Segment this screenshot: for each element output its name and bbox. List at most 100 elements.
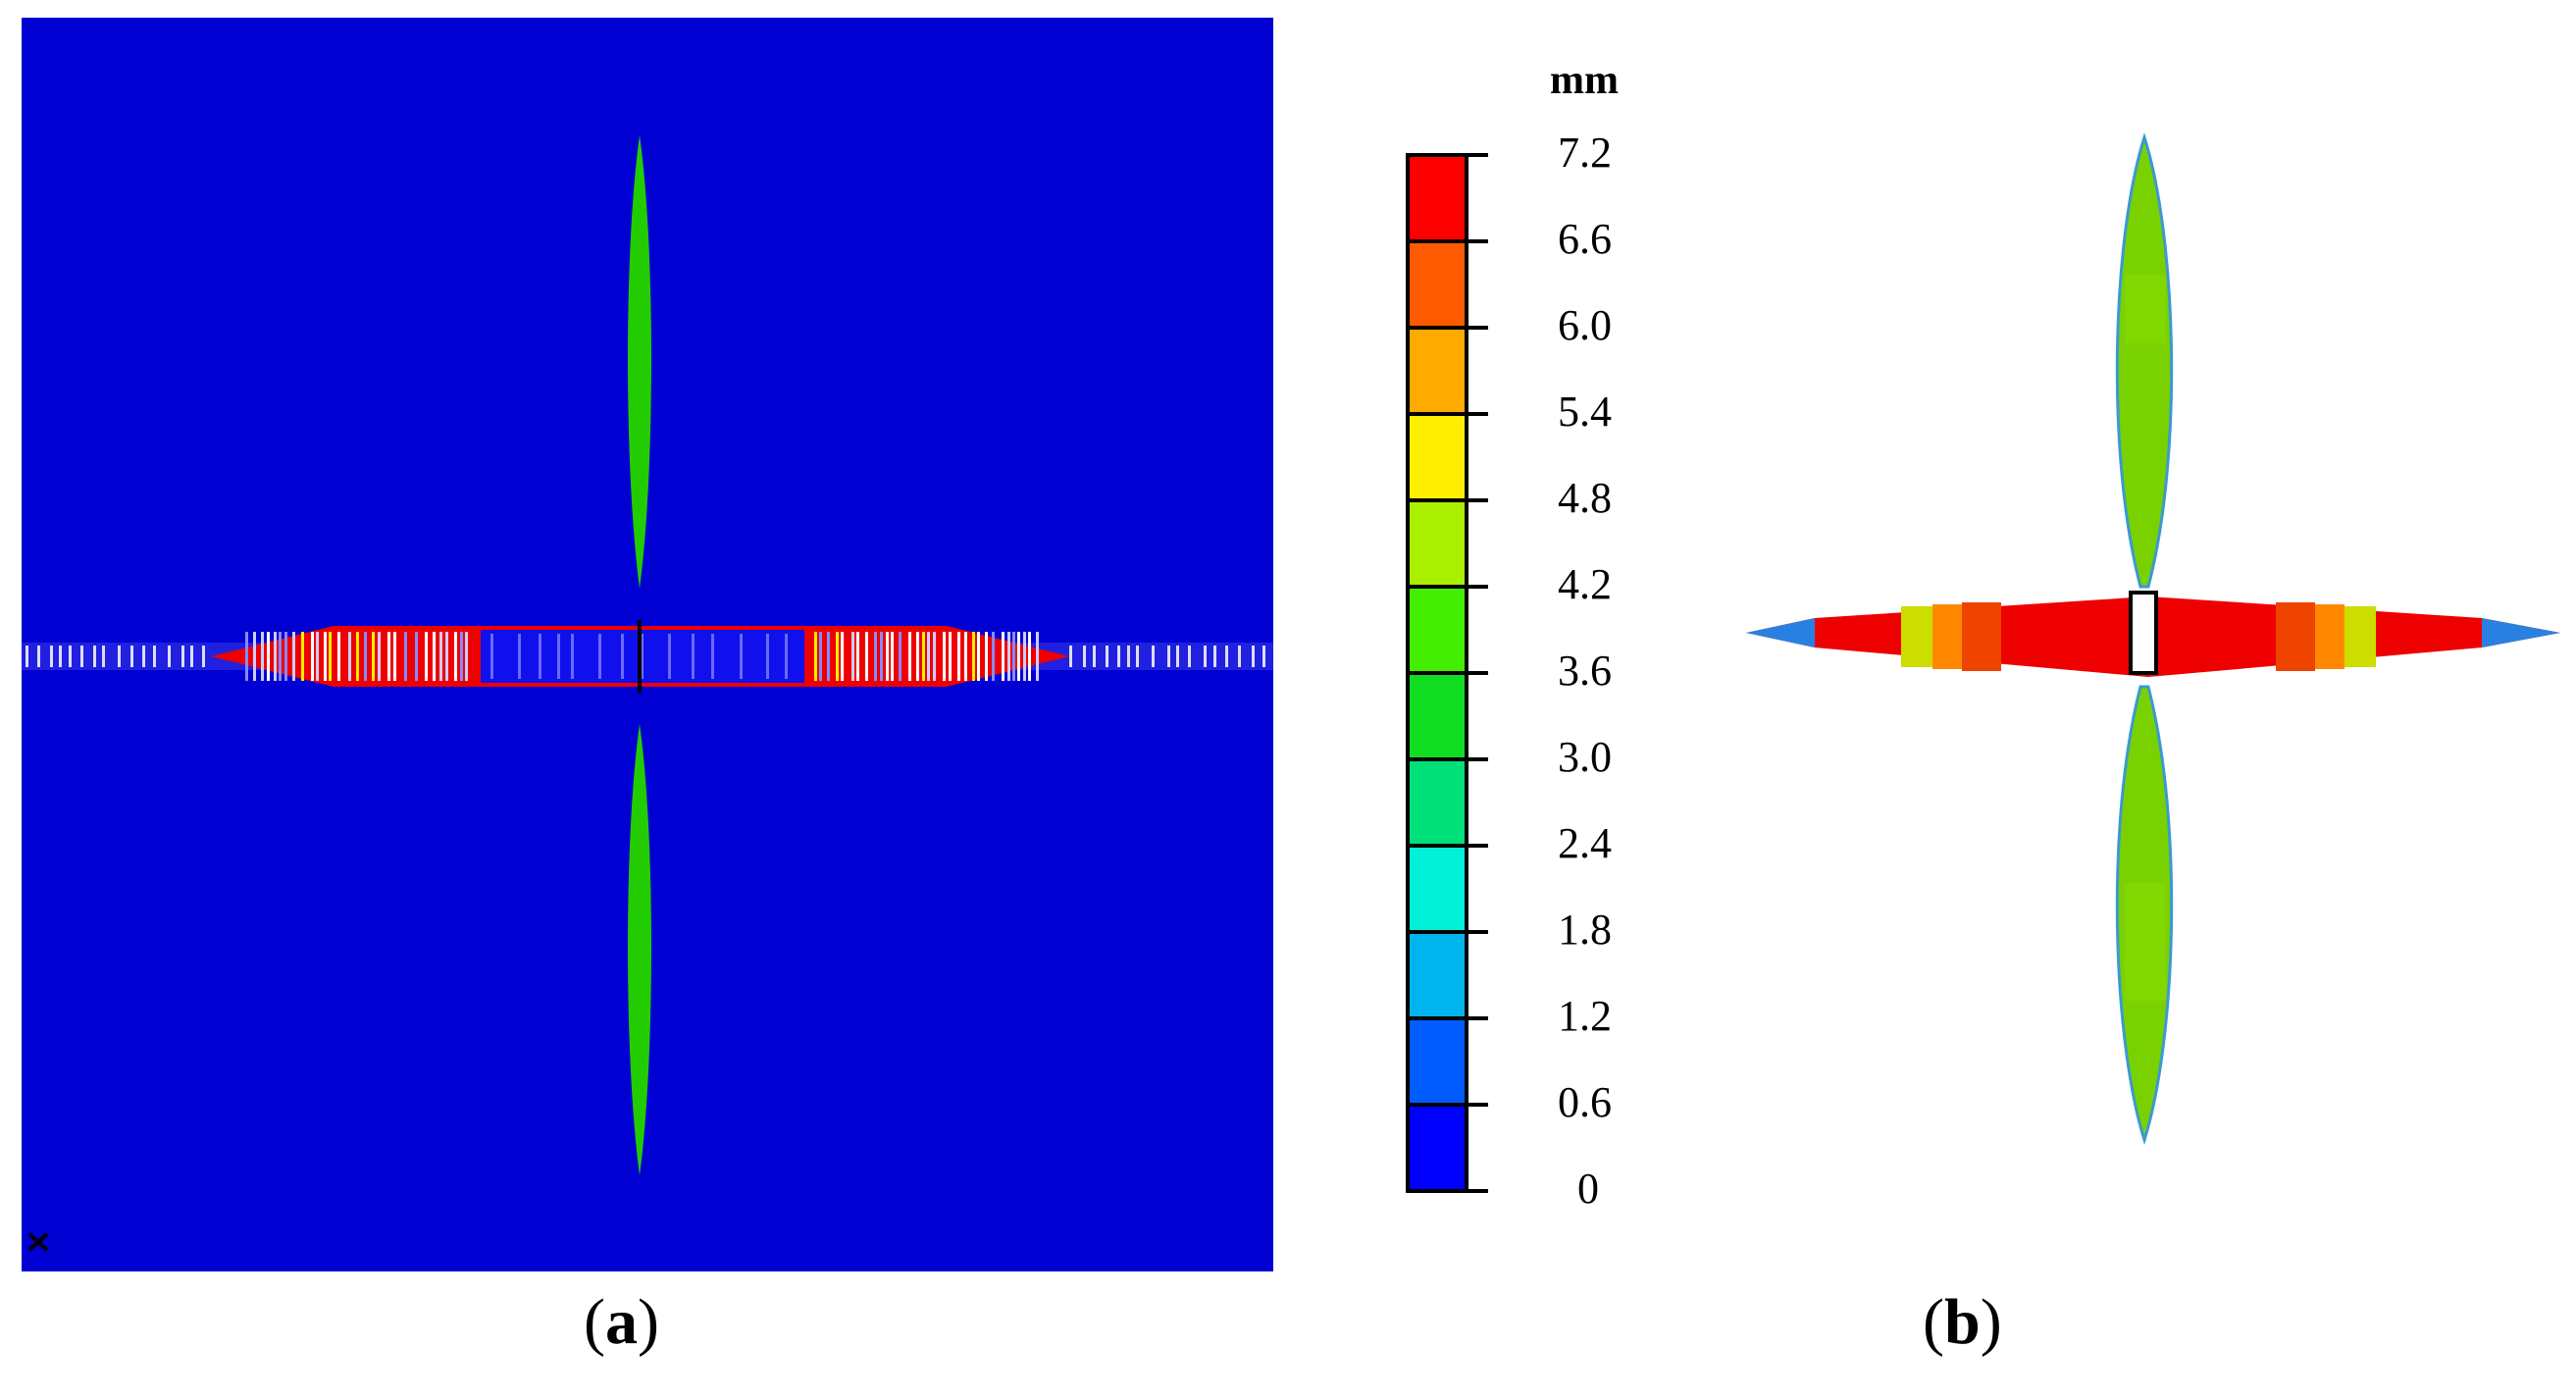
fracture-stripe: [668, 634, 671, 679]
fracture-stripe: [1117, 646, 1120, 667]
panel-b-caption-letter: b: [1943, 1286, 1981, 1358]
fracture-stripe: [964, 632, 967, 681]
fracture-stripe: [557, 634, 560, 679]
fracture-stripe: [785, 634, 788, 679]
panel-a-caption-letter: a: [604, 1286, 638, 1358]
fracture-stripe: [933, 632, 936, 681]
fracture-stripe: [1152, 646, 1155, 667]
legend-tick-label: 3.0: [1558, 733, 1612, 781]
fracture-stripe: [202, 646, 205, 667]
legend-tick-label: 7.2: [1558, 129, 1612, 177]
fracture-stripe: [279, 632, 282, 681]
fracture-stripe: [827, 632, 830, 681]
fracture-stripe: [324, 632, 327, 681]
fracture-stripe: [1028, 632, 1031, 681]
fracture-stripe: [130, 646, 133, 667]
legend-band: [1408, 1105, 1467, 1191]
fracture-stripe: [102, 646, 105, 667]
fracture-stripe: [927, 632, 930, 681]
legend-tick-label: 5.4: [1558, 388, 1612, 436]
fracture-stripe: [460, 632, 463, 681]
fracture-stripe: [957, 632, 960, 681]
legend-band: [1408, 328, 1467, 414]
fracture-stripe: [454, 632, 457, 681]
panel-b-top-green-band: [2125, 275, 2166, 343]
fracture-stripe: [598, 634, 601, 679]
legend-tick-label: 6.6: [1558, 215, 1612, 263]
fracture-stripe: [1017, 632, 1020, 681]
fracture-stripe: [972, 632, 975, 681]
legend-tick-label: 3.6: [1558, 647, 1612, 695]
fracture-stripe: [886, 632, 889, 681]
fracture-stripe: [267, 632, 270, 681]
legend-band: [1408, 846, 1467, 932]
fracture-stripe: [985, 632, 988, 681]
legend-band: [1408, 241, 1467, 328]
fracture-stripe: [80, 646, 83, 667]
legend-tick-label: 1.8: [1558, 906, 1612, 954]
panel-b-vertical-fracture-top: [2115, 132, 2174, 589]
legend-tick-label: 6.0: [1558, 301, 1612, 349]
fracture-stripe: [245, 632, 248, 681]
panel-b-caption-close: ): [1980, 1286, 2002, 1358]
fracture-stripe: [874, 632, 877, 681]
fracture-stripe: [1002, 632, 1005, 681]
fracture-stripe: [1012, 632, 1015, 681]
fracture-stripe: [1023, 632, 1026, 681]
fracture-stripe: [261, 632, 264, 681]
fracture-stripe: [274, 632, 277, 681]
fracture-stripe: [571, 634, 574, 679]
panel-b-band-yellow-right: [2344, 606, 2376, 667]
fracture-stripe: [880, 632, 883, 681]
fracture-stripe: [433, 632, 436, 681]
fracture-stripe: [181, 646, 184, 667]
panel-b-bottom-green-band: [2125, 883, 2166, 1001]
fracture-stripe: [26, 646, 28, 667]
legend-band: [1408, 673, 1467, 759]
fracture-stripe: [364, 632, 367, 681]
panel-b-caption-open: (: [1923, 1286, 1944, 1358]
fracture-stripe: [1036, 632, 1039, 681]
panel-a-caption-open: (: [584, 1286, 605, 1358]
fracture-stripe: [1213, 646, 1216, 667]
fracture-stripe: [284, 632, 287, 681]
panel-a-thick-stripes: [245, 632, 1039, 681]
fracture-stripe: [348, 632, 351, 681]
fracture-stripe: [425, 632, 428, 681]
panel-b-wellbore: [2129, 591, 2158, 675]
panel-b-band-orange-right: [2315, 604, 2344, 669]
fracture-stripe: [992, 632, 995, 681]
legend-tick-label: 2.4: [1558, 819, 1612, 867]
fracture-stripe: [301, 632, 304, 681]
legend-band: [1408, 414, 1467, 500]
fracture-stripe: [1176, 646, 1179, 667]
fracture-stripe: [118, 646, 121, 667]
panel-a: [22, 18, 1273, 1271]
legend-band: [1408, 500, 1467, 587]
fracture-stripe: [1007, 632, 1010, 681]
panel-b: [1746, 132, 2560, 1146]
fracture-stripe: [59, 646, 62, 667]
fracture-stripe: [899, 632, 902, 681]
fracture-stripe: [943, 632, 946, 681]
fracture-stripe: [1083, 646, 1086, 667]
fracture-stripe: [539, 634, 541, 679]
color-legend-bar: [1406, 153, 1488, 1193]
panel-a-axis-marker: [27, 1232, 49, 1252]
panel-b-band-orange-left: [1932, 604, 1962, 669]
panel-a-vertical-fracture-bottom: [628, 724, 651, 1175]
fracture-stripe: [404, 632, 407, 681]
fracture-stripe: [836, 632, 839, 681]
fracture-stripe: [415, 632, 418, 681]
fracture-stripe: [641, 634, 644, 679]
fracture-stripe: [1262, 646, 1265, 667]
fracture-stripe: [329, 632, 332, 681]
fracture-stripe: [1188, 646, 1191, 667]
fracture-stripe: [908, 632, 911, 681]
fracture-stripe: [1106, 646, 1108, 667]
fracture-stripe: [292, 632, 295, 681]
fracture-stripe: [1136, 646, 1139, 667]
fracture-stripe: [518, 634, 521, 679]
legend-band: [1408, 155, 1467, 241]
